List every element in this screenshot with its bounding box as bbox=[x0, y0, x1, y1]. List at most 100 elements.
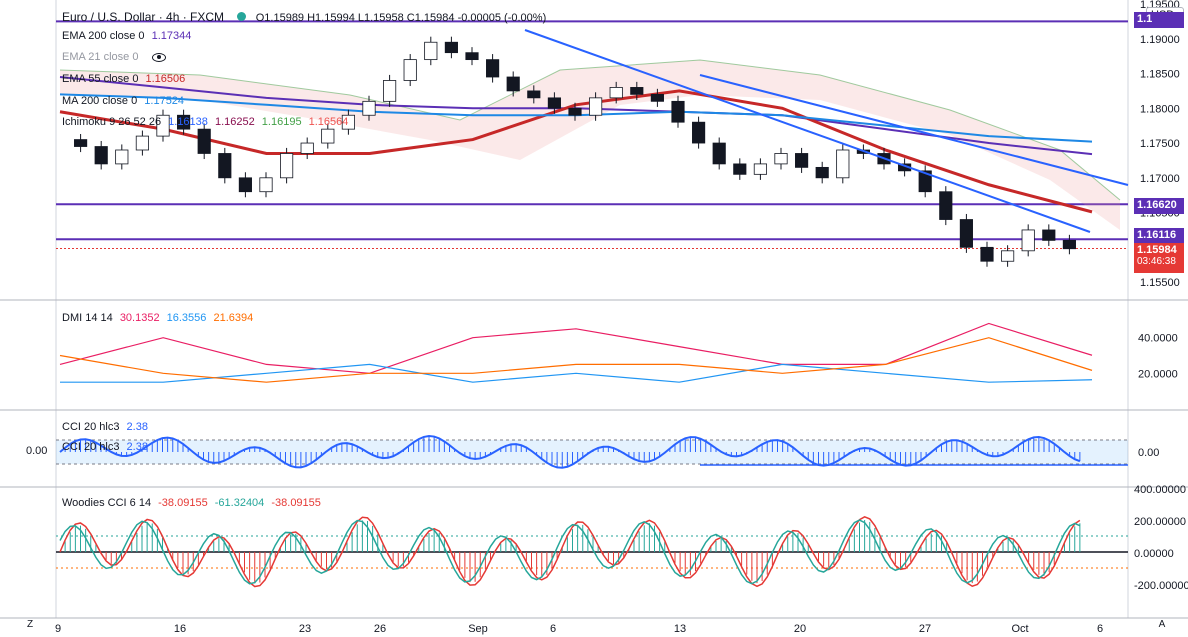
candle-body bbox=[486, 59, 500, 78]
candle-body bbox=[836, 149, 850, 179]
dmi-legend[interactable]: DMI 14 14 30.1352 16.3556 21.6394 bbox=[62, 311, 257, 325]
candle-body bbox=[815, 166, 829, 179]
auto-scale-button[interactable]: A bbox=[1158, 619, 1166, 630]
woodies-axis-tick: 400.00000 bbox=[1134, 484, 1186, 496]
last-price-tag: 1.15984 03:46:38 bbox=[1134, 243, 1184, 273]
candle-body bbox=[177, 114, 191, 130]
candle-body bbox=[1021, 229, 1035, 252]
level-tag-top-text: 1.1 bbox=[1137, 13, 1153, 25]
ma-line-1 bbox=[59, 89, 1093, 214]
candle-body bbox=[795, 153, 809, 168]
candle-body bbox=[218, 153, 232, 179]
candle-body bbox=[650, 93, 664, 102]
ichimoku-label: Ichimoku 9 26 52 26 bbox=[62, 116, 162, 128]
ma200-legend[interactable]: MA 200 close 0 1.17524 bbox=[62, 94, 188, 108]
candle-body bbox=[753, 163, 767, 175]
cci-value: 2.38 bbox=[126, 421, 148, 433]
cci-legend[interactable]: CCI 20 hlc3 2.38 bbox=[62, 420, 152, 434]
symbol-title[interactable]: Euro / U.S. Dollar · 4h · FXCM bbox=[62, 10, 225, 24]
time-axis-tick: Sep bbox=[468, 623, 488, 635]
price-axis-tick: 1.18500 bbox=[1140, 69, 1180, 81]
candle-body bbox=[671, 100, 685, 123]
woodies-v1: -38.09155 bbox=[158, 497, 208, 509]
price-axis-tick: 1.17500 bbox=[1140, 138, 1180, 150]
ema21-legend[interactable]: EMA 21 close 0 bbox=[62, 50, 170, 64]
woodies-legend[interactable]: Woodies CCI 6 14 -38.09155 -61.32404 -38… bbox=[62, 496, 325, 510]
candle-body bbox=[630, 87, 644, 95]
ema55-legend[interactable]: EMA 55 close 0 1.16506 bbox=[62, 72, 189, 86]
candle-body bbox=[918, 170, 932, 193]
candle-body bbox=[74, 139, 88, 147]
candle-body bbox=[280, 153, 294, 179]
level-tag-2-text: 1.16116 bbox=[1137, 229, 1177, 241]
level-tag-top: 1.1 bbox=[1134, 12, 1184, 28]
candle-body bbox=[692, 121, 706, 144]
candle-body bbox=[115, 149, 129, 165]
dmi-line-2 bbox=[59, 337, 1093, 383]
time-axis-tick: 13 bbox=[674, 623, 686, 635]
dmi-line-1 bbox=[60, 363, 1093, 383]
dmi-axis-tick: 40.0000 bbox=[1138, 333, 1178, 345]
ema55-label: EMA 55 close 0 bbox=[62, 73, 139, 85]
cci-label: CCI 20 hlc3 bbox=[62, 421, 120, 433]
candle-body bbox=[465, 52, 479, 61]
woodies-axis-tick: 200.00000 bbox=[1134, 516, 1186, 528]
trendline-2 bbox=[699, 74, 1129, 186]
ichimoku-v2: 1.16252 bbox=[214, 116, 255, 128]
ma200-value: 1.17524 bbox=[144, 95, 185, 107]
ema200-legend[interactable]: EMA 200 close 0 1.17344 bbox=[62, 29, 195, 43]
ema200-label: EMA 200 close 0 bbox=[62, 30, 145, 42]
candle-body bbox=[135, 135, 149, 151]
ichimoku-v1: 1.16138 bbox=[168, 116, 208, 128]
candle-body bbox=[506, 76, 520, 92]
candle-body bbox=[156, 114, 170, 137]
candle-body bbox=[94, 146, 108, 165]
candle-body bbox=[774, 153, 788, 165]
candle-body bbox=[547, 97, 561, 109]
cci-label-2: CCI 20 hlc3 bbox=[62, 441, 120, 453]
candle-body bbox=[383, 80, 397, 102]
candle-body bbox=[1001, 250, 1015, 262]
dmi-minus: 16.3556 bbox=[166, 312, 207, 324]
candle-body bbox=[444, 41, 458, 54]
dmi-axis-tick: 20.0000 bbox=[1138, 368, 1178, 380]
time-axis-tick: 20 bbox=[794, 623, 806, 635]
dmi-plus: 30.1352 bbox=[119, 312, 160, 324]
candle-body bbox=[1062, 239, 1076, 250]
last-price-text: 1.15984 bbox=[1137, 244, 1177, 256]
ohlc-values: O1.15989 H1.15994 L1.15958 C1.15984 -0.0… bbox=[255, 12, 547, 24]
candle-body bbox=[238, 177, 252, 193]
dmi-adx: 21.6394 bbox=[213, 312, 254, 324]
woodies-axis-tick: -200.00000 bbox=[1134, 580, 1188, 592]
candle-body bbox=[362, 100, 376, 116]
level-tag-1-text: 1.16620 bbox=[1137, 199, 1177, 211]
candle-body bbox=[527, 90, 541, 99]
time-axis-tick: 6 bbox=[1097, 623, 1103, 635]
cci-legend-2[interactable]: CCI 20 hlc3 2.38 bbox=[62, 440, 152, 454]
price-axis-tick: 1.17000 bbox=[1140, 173, 1180, 185]
ma200-label: MA 200 close 0 bbox=[62, 95, 138, 107]
woodies-cci-line bbox=[59, 515, 1081, 588]
candle-body bbox=[197, 128, 211, 154]
zoom-button[interactable]: Z bbox=[26, 619, 34, 630]
market-status-icon bbox=[237, 12, 247, 21]
candle-body bbox=[712, 142, 726, 165]
countdown-text: 03:46:38 bbox=[1137, 256, 1176, 267]
dmi-label: DMI 14 14 bbox=[62, 312, 113, 324]
woodies-v2: -61.32404 bbox=[214, 497, 265, 509]
ichimoku-legend[interactable]: Ichimoku 9 26 52 26 1.16138 1.16252 1.16… bbox=[62, 115, 352, 129]
candle-body bbox=[609, 87, 623, 99]
time-axis-tick: 16 bbox=[174, 623, 186, 635]
candle-body bbox=[568, 107, 582, 116]
cci-value-2: 2.38 bbox=[126, 441, 148, 453]
cci-left-axis: 0.00 bbox=[26, 445, 48, 457]
candle-body bbox=[1042, 229, 1056, 241]
eye-hidden-icon[interactable] bbox=[151, 52, 166, 62]
candle-body bbox=[403, 59, 417, 81]
dmi-line-0 bbox=[59, 322, 1093, 374]
candle-body bbox=[959, 219, 973, 248]
ichimoku-v4: 1.16564 bbox=[308, 116, 349, 128]
candle-body bbox=[589, 97, 603, 116]
